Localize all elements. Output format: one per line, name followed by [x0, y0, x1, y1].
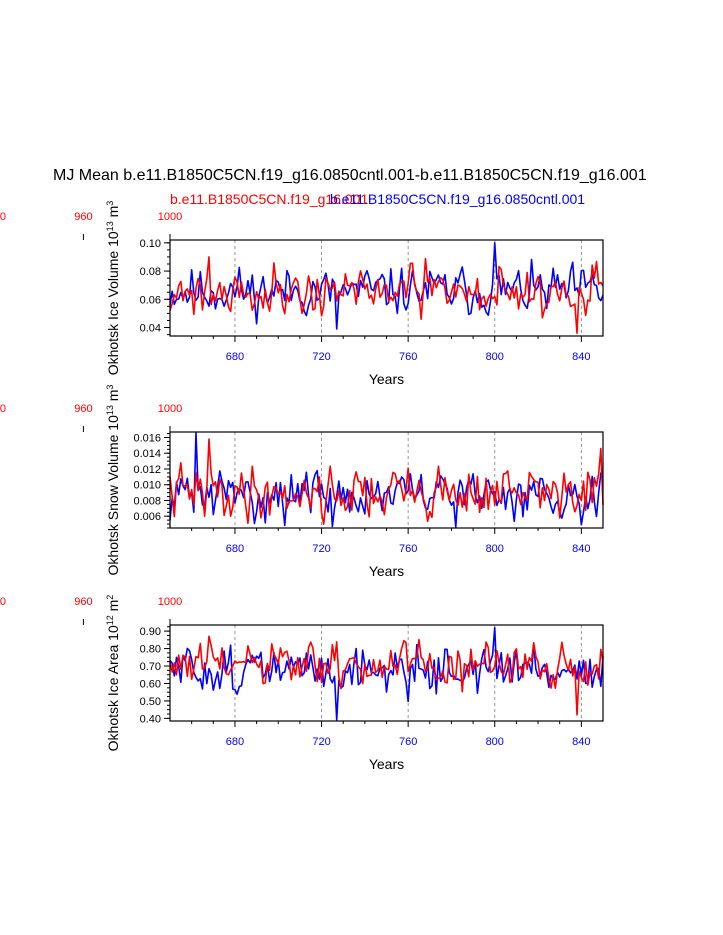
y-tick-label: 0.012 — [133, 464, 161, 476]
blue-series-line — [169, 431, 604, 529]
y-tick-label: 0.04 — [140, 323, 161, 335]
y-tick-label: 0.80 — [140, 644, 161, 656]
x-tick-label: 800 — [486, 543, 504, 555]
x-axis-title: Years — [369, 756, 404, 772]
top-x-tick-label: 960 — [74, 403, 92, 415]
x-tick-label: 680 — [226, 543, 244, 555]
y-tick-label: 0.10 — [140, 238, 161, 250]
panel-3: 68072076080084084088092096010000.400.500… — [0, 595, 604, 772]
x-tick-label: 760 — [399, 736, 417, 748]
x-tick-label: 680 — [226, 351, 244, 363]
y-axis-title-superscript: 3 — [105, 385, 115, 390]
y-axis-title-part: m — [105, 206, 121, 222]
x-tick-label: 760 — [399, 543, 417, 555]
top-x-tick-label: 920 — [0, 596, 6, 608]
x-tick-label: 800 — [486, 736, 504, 748]
y-axis-title-part: Okhotsk Ice Volume 10 — [105, 231, 121, 375]
panel-2: 68072076080084084088092096010000.0060.00… — [0, 385, 604, 579]
x-axis-title: Years — [369, 563, 404, 579]
y-tick-label: 0.08 — [140, 266, 161, 278]
y-axis-title-part: m — [105, 390, 121, 406]
x-tick-label: 760 — [399, 351, 417, 363]
panels: 68072076080084084088092096010000.040.060… — [0, 201, 604, 772]
y-axis-title-superscript: 3 — [105, 201, 115, 206]
y-axis-title-superscript: 12 — [105, 615, 115, 625]
top-x-tick-label: 960 — [74, 596, 92, 608]
x-tick-label: 720 — [312, 736, 330, 748]
x-tick-label: 800 — [486, 351, 504, 363]
y-tick-label: 0.40 — [140, 713, 161, 725]
y-tick-label: 0.06 — [140, 294, 161, 306]
top-x-tick-label: 1000 — [158, 211, 182, 223]
y-axis-title-superscript: 13 — [105, 221, 115, 231]
x-tick-label: 720 — [312, 351, 330, 363]
red-series-line — [169, 635, 604, 716]
y-tick-label: 0.50 — [140, 696, 161, 708]
x-tick-label: 840 — [572, 351, 590, 363]
top-x-tick-label: 1000 — [158, 596, 182, 608]
figure-title: MJ Mean b.e11.B1850C5CN.f19_g16.0850cntl… — [53, 167, 647, 184]
y-tick-label: 0.008 — [133, 495, 161, 507]
legend-blue-label: b.e11.B1850C5CN.f19_g16.0850cntl.001 — [330, 191, 585, 207]
y-tick-label: 0.006 — [133, 511, 161, 523]
top-x-tick-label: 1000 — [158, 403, 182, 415]
y-tick-label: 0.90 — [140, 626, 161, 638]
y-axis-title-part: m — [105, 600, 121, 616]
x-tick-label: 680 — [226, 736, 244, 748]
y-axis-title: Okhotsk Ice Area 1012 m2 — [105, 595, 121, 752]
panel-1: 68072076080084084088092096010000.040.060… — [0, 201, 604, 387]
y-tick-label: 0.70 — [140, 661, 161, 673]
y-tick-label: 0.010 — [133, 480, 161, 492]
top-x-tick-label: 960 — [74, 211, 92, 223]
y-tick-label: 0.014 — [133, 448, 161, 460]
y-axis-title-part: Okhotsk Ice Area 10 — [105, 625, 121, 751]
y-tick-label: 0.60 — [140, 678, 161, 690]
blue-series-line — [169, 626, 604, 721]
y-axis-title-superscript: 13 — [105, 405, 115, 415]
red-series-line — [169, 438, 604, 526]
red-series-line — [169, 256, 604, 334]
y-axis-title: Okhotsk Snow Volume 1013 m3 — [105, 385, 121, 576]
x-axis-title: Years — [369, 371, 404, 387]
legend-red-label: b.e11.B1850C5CN.f19_g16.001 — [170, 191, 368, 207]
x-tick-label: 720 — [312, 543, 330, 555]
x-tick-label: 840 — [572, 543, 590, 555]
blue-series-line — [169, 242, 604, 330]
top-x-tick-label: 920 — [0, 211, 6, 223]
y-axis-title-superscript: 2 — [105, 595, 115, 600]
y-tick-label: 0.016 — [133, 433, 161, 445]
y-axis-title: Okhotsk Ice Volume 1013 m3 — [105, 201, 121, 376]
top-x-tick-label: 920 — [0, 403, 6, 415]
y-axis-title-part: Okhotsk Snow Volume 10 — [105, 415, 121, 576]
x-tick-label: 840 — [572, 736, 590, 748]
